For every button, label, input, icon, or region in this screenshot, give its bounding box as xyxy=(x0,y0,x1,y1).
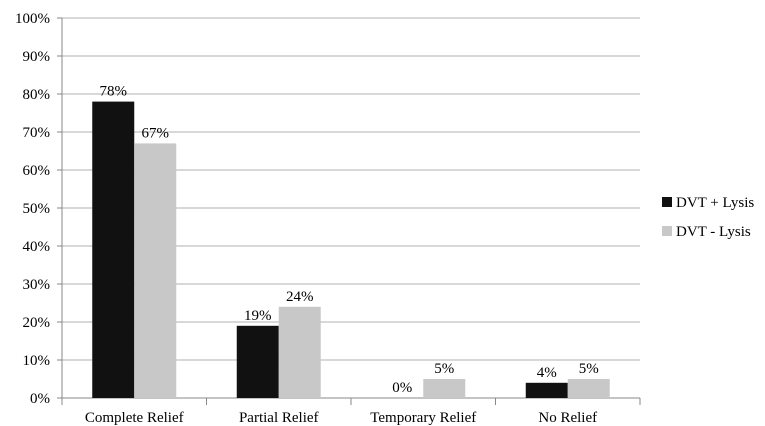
data-label: 5% xyxy=(434,361,454,377)
legend-label: DVT + Lysis xyxy=(676,195,754,211)
data-label: 19% xyxy=(244,308,272,324)
bar xyxy=(567,379,610,398)
x-category-label: Temporary Relief xyxy=(370,410,476,426)
legend-label: DVT - Lysis xyxy=(676,224,751,240)
data-label: 4% xyxy=(537,365,557,381)
y-tick-label: 20% xyxy=(23,315,51,331)
y-tick-label: 0% xyxy=(30,391,50,407)
y-tick-label: 90% xyxy=(23,49,51,65)
legend-swatch xyxy=(662,197,672,207)
legend: DVT + Lysis DVT - Lysis xyxy=(662,195,754,240)
x-category-label: No Relief xyxy=(538,410,597,426)
bar xyxy=(525,382,568,398)
y-axis-ticks: 0% 10% 20% 30% 40% 50% 60% 70% 80% 90% 100% xyxy=(15,11,50,407)
data-label: 5% xyxy=(579,361,599,377)
x-category-label: Complete Relief xyxy=(85,410,184,426)
bar xyxy=(278,306,321,398)
bar xyxy=(236,325,279,398)
bar xyxy=(134,143,177,398)
bar xyxy=(423,379,466,398)
y-tick-label: 80% xyxy=(23,87,51,103)
data-label: 24% xyxy=(286,289,314,305)
y-tick-label: 100% xyxy=(15,11,50,27)
y-tick-label: 40% xyxy=(23,239,51,255)
y-tick-label: 30% xyxy=(23,277,51,293)
data-label: 67% xyxy=(142,125,170,141)
x-axis-categories: Complete Relief Partial Relief Temporary R… xyxy=(85,410,597,426)
data-labels: 78% 67% 19% 24% 0% 5% 4% 5% xyxy=(100,84,599,396)
y-tick-label: 70% xyxy=(23,125,51,141)
y-tick-label: 10% xyxy=(23,353,51,369)
legend-swatch xyxy=(662,226,672,236)
bar xyxy=(92,101,135,398)
data-label: 78% xyxy=(100,84,128,100)
x-category-label: Partial Relief xyxy=(239,410,319,426)
bars xyxy=(92,101,610,398)
data-label: 0% xyxy=(392,380,412,396)
y-tick-label: 60% xyxy=(23,163,51,179)
y-tick-label: 50% xyxy=(23,201,51,217)
